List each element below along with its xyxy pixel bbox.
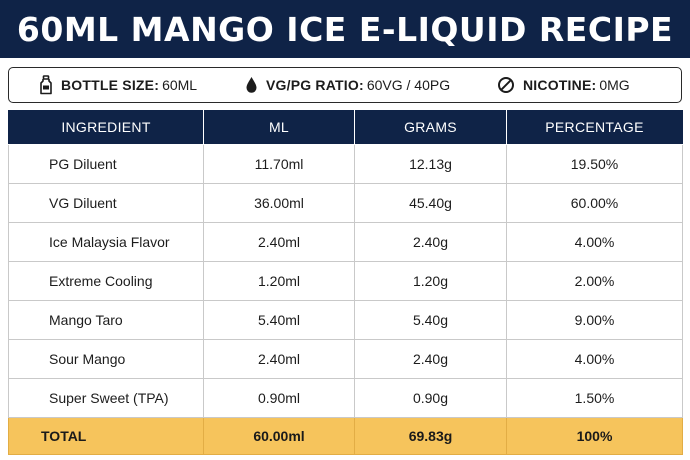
grams-cell: 1.20g <box>354 260 507 301</box>
percentage-cell: 19.50% <box>506 143 683 184</box>
table-row: Sour Mango 2.40ml 2.40g 4.00% <box>8 338 683 379</box>
total-ml-cell: 60.00ml <box>203 416 355 455</box>
grams-cell: 45.40g <box>354 182 507 223</box>
column-header-ingredient: INGREDIENT <box>8 110 204 145</box>
no-symbol-icon <box>497 76 523 94</box>
title-banner: 60ML MANGO ICE E-LIQUID RECIPE <box>0 0 690 58</box>
table-row: Super Sweet (TPA) 0.90ml 0.90g 1.50% <box>8 377 683 418</box>
column-header-ml: ML <box>203 110 355 145</box>
nicotine-info: NICOTINE: 0MG <box>497 68 630 102</box>
ml-cell: 36.00ml <box>203 182 355 223</box>
column-header-percentage: PERCENTAGE <box>506 110 683 145</box>
vg-pg-ratio-label: VG/PG RATIO: <box>266 77 364 93</box>
grams-cell: 2.40g <box>354 221 507 262</box>
ml-cell: 11.70ml <box>203 143 355 184</box>
table-row: PG Diluent 11.70ml 12.13g 19.50% <box>8 143 683 184</box>
recipe-info-bar: BOTTLE SIZE: 60ML VG/PG RATIO: 60VG / 40… <box>8 67 682 103</box>
grams-cell: 0.90g <box>354 377 507 418</box>
droplet-icon <box>245 76 266 94</box>
total-row: TOTAL 60.00ml 69.83g 100% <box>8 416 683 455</box>
recipe-table: INGREDIENT ML GRAMS PERCENTAGE PG Diluen… <box>8 110 683 455</box>
total-label-cell: TOTAL <box>8 416 204 455</box>
ingredient-cell: Super Sweet (TPA) <box>8 377 204 418</box>
bottle-icon <box>39 75 61 95</box>
ml-cell: 2.40ml <box>203 338 355 379</box>
vg-pg-ratio-value: 60VG / 40PG <box>366 77 451 93</box>
ingredient-cell: Mango Taro <box>8 299 204 340</box>
ingredient-cell: Extreme Cooling <box>8 260 204 301</box>
nicotine-label: NICOTINE: <box>523 77 597 93</box>
ml-cell: 0.90ml <box>203 377 355 418</box>
table-row: Extreme Cooling 1.20ml 1.20g 2.00% <box>8 260 683 301</box>
nicotine-value: 0MG <box>599 77 630 93</box>
grams-cell: 12.13g <box>354 143 507 184</box>
table-row: Mango Taro 5.40ml 5.40g 9.00% <box>8 299 683 340</box>
bottle-size-value: 60ML <box>162 77 198 93</box>
percentage-cell: 4.00% <box>506 221 683 262</box>
ingredient-cell: PG Diluent <box>8 143 204 184</box>
page-title: 60ML MANGO ICE E-LIQUID RECIPE <box>16 9 674 49</box>
total-grams-cell: 69.83g <box>354 416 507 455</box>
table-header-row: INGREDIENT ML GRAMS PERCENTAGE <box>8 110 683 145</box>
total-percentage-cell: 100% <box>506 416 683 455</box>
table-row: Ice Malaysia Flavor 2.40ml 2.40g 4.00% <box>8 221 683 262</box>
ml-cell: 2.40ml <box>203 221 355 262</box>
bottle-size-label: BOTTLE SIZE: <box>61 77 160 93</box>
percentage-cell: 1.50% <box>506 377 683 418</box>
percentage-cell: 2.00% <box>506 260 683 301</box>
table-row: VG Diluent 36.00ml 45.40g 60.00% <box>8 182 683 223</box>
ingredient-cell: Ice Malaysia Flavor <box>8 221 204 262</box>
vg-pg-ratio-info: VG/PG RATIO: 60VG / 40PG <box>245 68 450 102</box>
percentage-cell: 9.00% <box>506 299 683 340</box>
percentage-cell: 4.00% <box>506 338 683 379</box>
ml-cell: 5.40ml <box>203 299 355 340</box>
ml-cell: 1.20ml <box>203 260 355 301</box>
grams-cell: 5.40g <box>354 299 507 340</box>
percentage-cell: 60.00% <box>506 182 683 223</box>
ingredient-cell: Sour Mango <box>8 338 204 379</box>
bottle-size-info: BOTTLE SIZE: 60ML <box>39 68 197 102</box>
grams-cell: 2.40g <box>354 338 507 379</box>
ingredient-cell: VG Diluent <box>8 182 204 223</box>
column-header-grams: GRAMS <box>354 110 507 145</box>
